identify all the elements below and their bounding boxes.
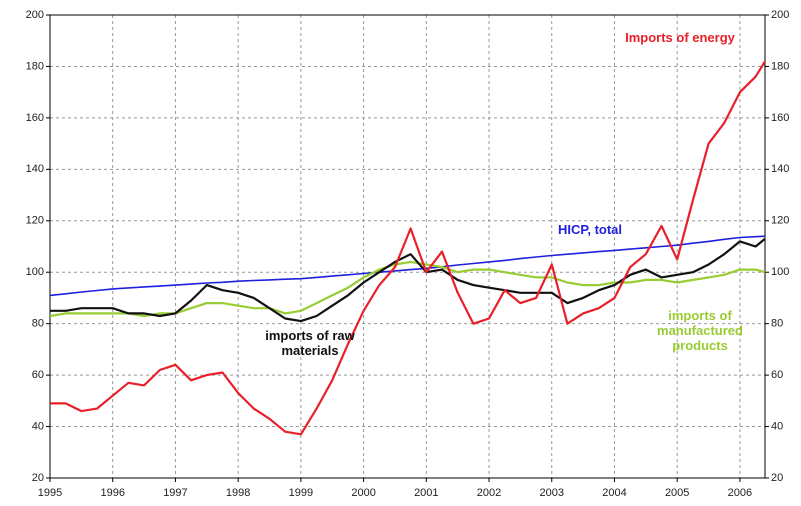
- x-tick-label: 1998: [226, 487, 250, 499]
- x-tick-label: 1995: [38, 487, 62, 499]
- y-tick-label: 140: [26, 163, 44, 175]
- series-line: [50, 237, 766, 323]
- series-label-text: HICP, total: [557, 222, 623, 237]
- series-label: Imports of energy: [625, 30, 735, 45]
- y-tick-label: 20: [32, 472, 44, 484]
- y2-tick-label: 180: [771, 60, 789, 72]
- y2-tick-label: 160: [771, 112, 789, 124]
- x-tick-label: 2002: [477, 487, 501, 499]
- x-tick-label: 2004: [602, 487, 626, 499]
- y-tick-label: 160: [26, 112, 44, 124]
- x-tick-label: 2000: [351, 487, 375, 499]
- series-label: imports of manufactured products: [657, 308, 743, 353]
- y2-tick-label: 80: [771, 318, 783, 330]
- y2-tick-label: 120: [771, 215, 789, 227]
- x-tick-label: 2005: [665, 487, 689, 499]
- y-tick-label: 80: [32, 318, 44, 330]
- y-tick-label: 60: [32, 369, 44, 381]
- series-label: imports of raw materials: [265, 328, 355, 358]
- y2-tick-label: 200: [771, 9, 789, 21]
- series-label: HICP, total: [557, 222, 623, 237]
- series-line: [50, 60, 766, 436]
- x-tick-label: 2001: [414, 487, 438, 499]
- y2-tick-label: 40: [771, 420, 783, 432]
- y-tick-label: 40: [32, 420, 44, 432]
- y2-tick-label: 20: [771, 472, 783, 484]
- y-tick-label: 120: [26, 215, 44, 227]
- x-tick-label: 1999: [289, 487, 313, 499]
- y-tick-label: 200: [26, 9, 44, 21]
- x-tick-label: 1997: [163, 487, 187, 499]
- series-label-text: imports of raw materials: [265, 328, 355, 358]
- x-tick-label: 2003: [540, 487, 564, 499]
- y2-tick-label: 60: [771, 369, 783, 381]
- y2-tick-label: 140: [771, 163, 789, 175]
- y2-tick-label: 100: [771, 266, 789, 278]
- x-tick-label: 1996: [100, 487, 124, 499]
- plot-frame: [49, 14, 766, 479]
- y-tick-label: 180: [26, 60, 44, 72]
- series-line: [49, 235, 766, 297]
- series-label-text: imports of manufactured products: [657, 308, 743, 353]
- series-label-text: Imports of energy: [625, 30, 735, 45]
- y-tick-label: 100: [26, 266, 44, 278]
- x-tick-label: 2006: [728, 487, 752, 499]
